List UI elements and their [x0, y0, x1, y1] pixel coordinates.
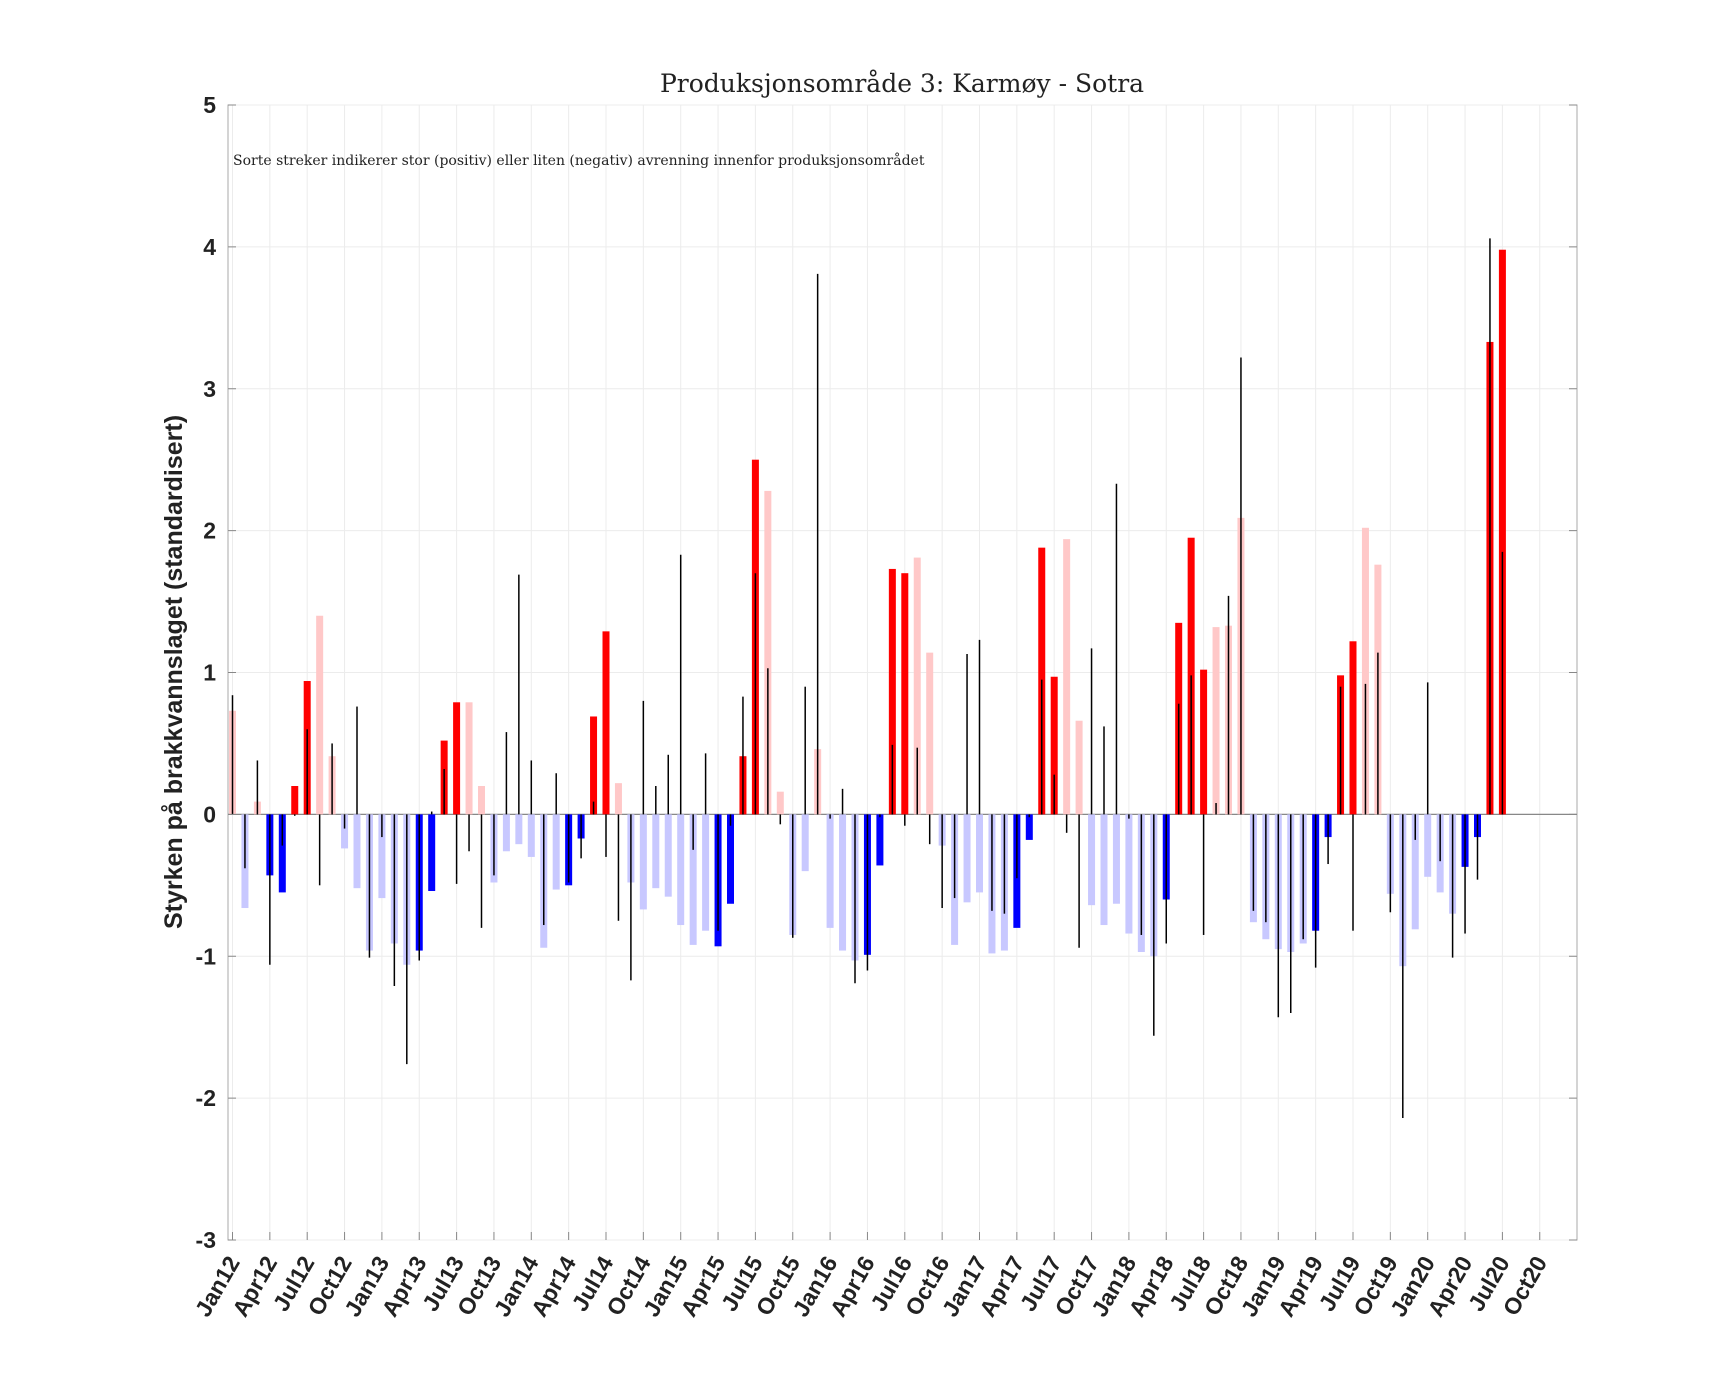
bar-lightblue [839, 814, 847, 951]
bar-lightblue [527, 814, 535, 857]
bar-lightblue [963, 814, 971, 903]
bar-red [453, 702, 461, 815]
bar-pink [1361, 527, 1369, 815]
bar-blue [727, 814, 734, 904]
y-tick-label: -2 [196, 1085, 216, 1111]
bar-pink [316, 615, 324, 815]
bar-pink [1063, 539, 1071, 815]
y-tick-label: -1 [196, 943, 217, 969]
bar-blue [278, 814, 286, 893]
bar-lightblue [639, 814, 647, 910]
bar-lightblue [1112, 814, 1120, 904]
chart-title: Produksjonsområde 3: Karmøy - Sotra [660, 69, 1144, 98]
bar-lightblue [378, 814, 386, 899]
bar-red [901, 573, 909, 815]
y-tick-label: 0 [203, 801, 216, 827]
bar-lightblue [1411, 814, 1419, 930]
bar-lightblue [1424, 814, 1432, 877]
bar-blue [876, 814, 884, 866]
bar-lightblue [341, 814, 349, 849]
annotation: Sorte streker indikerer stor (positiv) e… [233, 152, 925, 169]
bar-lightblue [1088, 814, 1096, 906]
bar-lightblue [1100, 814, 1108, 926]
bar-lightblue [826, 814, 834, 928]
bar-red [291, 786, 299, 815]
bar-blue [428, 814, 436, 891]
bar-lightblue [976, 814, 983, 893]
bar-pink [776, 791, 784, 815]
bar-lightblue [801, 814, 809, 872]
y-tick-label: -3 [196, 1227, 216, 1253]
bar-lightblue [515, 814, 523, 845]
bar-lightblue [552, 814, 560, 890]
bar-red [1349, 641, 1357, 815]
bar-pink [1212, 627, 1220, 815]
bar-lightblue [677, 814, 685, 926]
bar-blue [1025, 814, 1033, 840]
bar-pink [465, 702, 473, 815]
bar-red [1200, 669, 1208, 815]
x-axis-ticks: Jan12Apr12Jul12Oct12Jan13Apr13Jul13Oct13… [190, 1232, 1552, 1321]
bar-lightblue [353, 814, 361, 889]
bar-lightblue [652, 814, 660, 889]
bar-red [888, 568, 896, 815]
bar-lightblue [664, 814, 672, 897]
runoff-lines [231, 238, 1504, 1118]
bar-lightblue [702, 814, 710, 931]
bar-pink [614, 783, 622, 815]
bar-pink [1075, 720, 1083, 815]
bar-pink [764, 490, 772, 815]
bar-red [1498, 249, 1506, 815]
bar-pink [478, 786, 485, 815]
bar-red [590, 716, 598, 815]
bar-pink [926, 652, 934, 815]
bar-lightblue [689, 814, 697, 945]
y-tick-label: 4 [203, 234, 216, 260]
bar-pink [913, 557, 921, 815]
bar-lightblue [1125, 814, 1133, 934]
bar-red [602, 631, 610, 815]
y-axis-ticks: -3 -2 -1 0 1 2 3 4 5 [196, 92, 1577, 1253]
y-axis-label: Styrken på brakkvannslaget (standardiser… [160, 415, 188, 929]
y-tick-label: 1 [203, 660, 216, 686]
bar-red [1050, 676, 1058, 815]
y-tick-label: 2 [203, 518, 216, 544]
y-tick-label: 3 [203, 376, 216, 402]
y-tick-label: 5 [203, 92, 216, 118]
bar-lightblue [502, 814, 510, 852]
